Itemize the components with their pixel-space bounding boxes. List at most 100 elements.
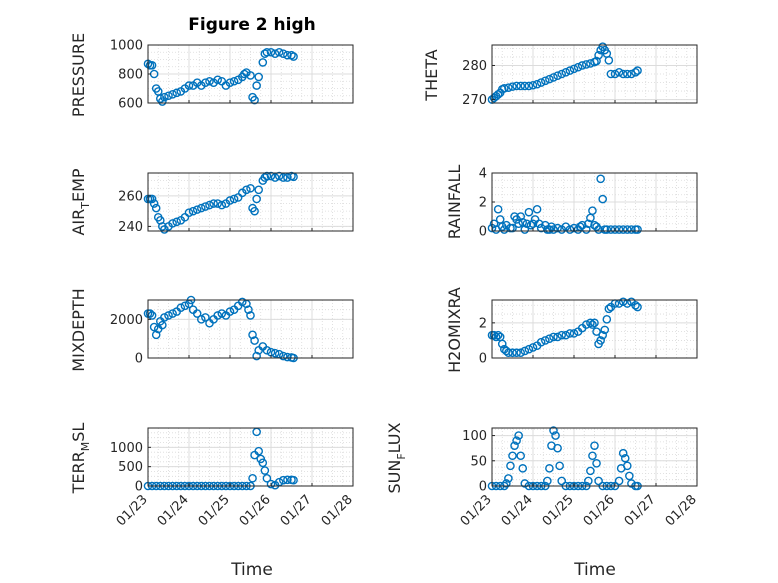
data-point	[551, 431, 560, 440]
x-tick-label: 01/25	[196, 492, 233, 529]
data-point	[250, 206, 259, 216]
data-point	[553, 332, 562, 342]
x-tick-label: 01/23	[114, 492, 151, 529]
axes-box	[491, 299, 698, 359]
data-point	[237, 297, 247, 307]
data-point	[557, 69, 567, 79]
data-point	[602, 315, 612, 324]
data-point	[528, 80, 538, 90]
data-point	[592, 459, 601, 468]
data-point	[631, 300, 640, 310]
data-point	[512, 348, 521, 358]
data-point	[582, 320, 591, 329]
data-point	[278, 475, 288, 485]
data-point	[172, 217, 181, 227]
subplot-4: 0 2 4	[479, 167, 698, 240]
data-point	[610, 69, 620, 79]
data-point	[184, 81, 194, 90]
data-point	[520, 346, 530, 356]
x-tick-label: 01/26	[581, 492, 618, 529]
data-point	[262, 47, 272, 57]
data-point	[240, 69, 249, 79]
xlabel-right: Time	[573, 560, 616, 580]
x-tick-label: 01/25	[540, 492, 577, 529]
data-point	[246, 183, 255, 193]
data-point	[502, 479, 511, 488]
data-point	[600, 325, 610, 335]
data-point	[260, 466, 270, 475]
y-tick-label: 100	[462, 429, 487, 444]
data-point	[506, 461, 515, 471]
data-point	[584, 219, 593, 229]
data-point	[252, 194, 261, 204]
axes-box	[491, 44, 698, 104]
data-point	[534, 219, 544, 229]
data-point	[545, 334, 554, 343]
y-tick-label: 0	[479, 480, 487, 495]
y-tick-label: 4	[479, 167, 487, 182]
data-point	[205, 200, 214, 210]
data-point	[620, 453, 630, 463]
plot-area: 6008001000270280240260024020000205001000…	[110, 39, 700, 530]
y-tick-label: 0	[135, 352, 143, 367]
data-point	[278, 351, 288, 361]
y-tick-label: 260	[118, 189, 143, 204]
data-point	[196, 203, 206, 213]
data-point	[270, 173, 280, 182]
ylabel-h2omixra: H2OMIXRA	[445, 287, 464, 373]
data-point	[602, 225, 612, 234]
data-point	[541, 76, 550, 86]
data-point	[499, 225, 509, 234]
data-point	[532, 79, 542, 89]
axes-box	[147, 172, 354, 232]
data-point	[536, 337, 546, 347]
data-point	[151, 203, 161, 213]
ylabel-sun-b: LUX	[385, 422, 404, 453]
ylabel-air-temp: AIRTEMP	[69, 168, 92, 235]
data-point	[536, 78, 546, 87]
data-point	[618, 448, 628, 458]
x-tick-label: 01/23	[458, 492, 495, 529]
data-point	[160, 92, 169, 102]
data-point	[493, 90, 503, 99]
data-point	[592, 327, 601, 336]
y-tick-label: 270	[462, 93, 487, 108]
data-point	[596, 336, 605, 345]
data-point	[168, 90, 177, 99]
data-point	[582, 225, 591, 234]
data-point	[545, 464, 554, 473]
y-tick-label: 600	[118, 97, 143, 112]
data-point	[584, 476, 593, 486]
ylabel-sun-a: SUN	[385, 460, 404, 494]
data-point	[164, 91, 173, 101]
data-point	[614, 67, 624, 77]
data-point	[504, 348, 513, 358]
data-point	[588, 320, 597, 329]
data-point	[549, 73, 558, 82]
data-point	[262, 171, 272, 181]
data-point	[149, 322, 159, 332]
data-point	[493, 204, 503, 214]
ylabel-air-temp-b: EMP	[69, 168, 88, 202]
data-point	[524, 344, 534, 354]
data-point	[497, 339, 507, 349]
data-point	[604, 56, 614, 65]
data-point	[168, 219, 177, 228]
data-point	[528, 219, 538, 229]
data-point	[524, 81, 534, 91]
data-point	[252, 351, 261, 361]
axes-box	[491, 427, 698, 487]
subplot-8: 0 50 100 01/23 01/24 01/25 01/26 01/27 01/28	[458, 426, 700, 529]
x-tick-label: 01/27	[278, 492, 315, 529]
data-point	[590, 441, 599, 450]
ylabel-terr-b: SL	[69, 423, 88, 442]
data-point	[213, 311, 222, 320]
axes-background	[148, 173, 353, 231]
data-point	[242, 185, 251, 195]
data-point	[514, 431, 523, 440]
data-point	[266, 479, 276, 489]
data-point	[596, 174, 605, 184]
data-point	[489, 219, 499, 229]
data-point	[278, 49, 288, 59]
data-point	[557, 330, 567, 340]
